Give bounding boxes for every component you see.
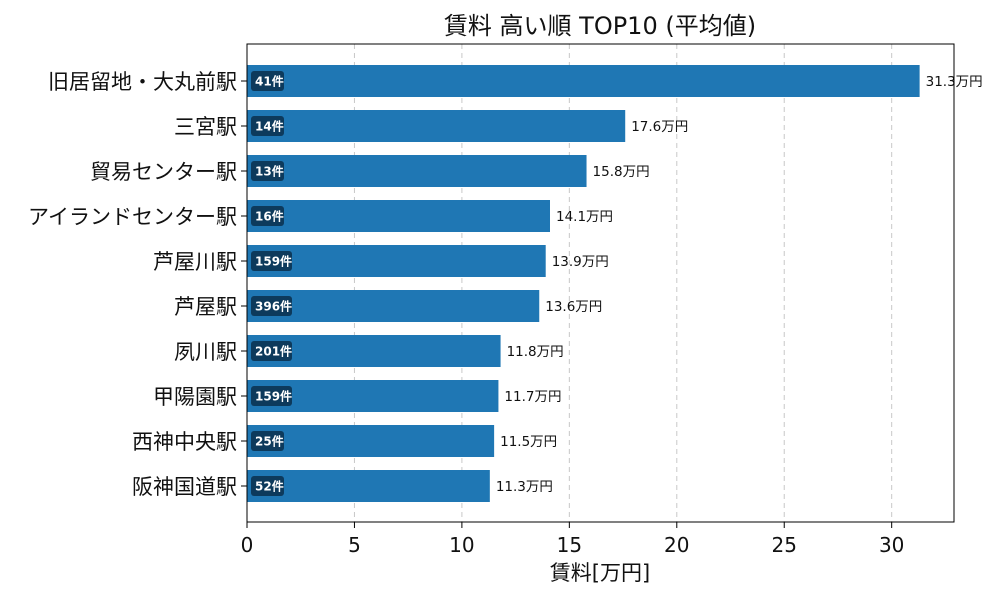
count-badge bbox=[251, 116, 284, 136]
count-label: 13件 bbox=[255, 164, 284, 179]
x-tick-label: 20 bbox=[664, 533, 689, 557]
x-axis-label: 賃料[万円] bbox=[550, 561, 650, 585]
count-label: 396件 bbox=[255, 299, 292, 314]
category-label: 貿易センター駅 bbox=[90, 160, 237, 184]
count-badge bbox=[251, 386, 292, 406]
bar bbox=[247, 470, 490, 502]
category-label: アイランドセンター駅 bbox=[28, 205, 237, 229]
x-tick-label: 10 bbox=[449, 533, 474, 557]
count-label: 25件 bbox=[255, 434, 284, 449]
value-label: 11.8万円 bbox=[507, 344, 564, 360]
count-badge bbox=[251, 431, 284, 451]
x-tick-label: 15 bbox=[557, 533, 582, 557]
count-badge bbox=[251, 71, 284, 91]
bar bbox=[247, 110, 626, 142]
value-label: 11.5万円 bbox=[500, 434, 557, 450]
count-label: 41件 bbox=[255, 74, 284, 89]
x-tick-label: 25 bbox=[772, 533, 797, 557]
category-label: 甲陽園駅 bbox=[153, 385, 237, 409]
category-label: 三宮駅 bbox=[174, 115, 237, 139]
count-badge bbox=[251, 161, 284, 181]
count-badge bbox=[251, 251, 292, 271]
value-label: 11.3万円 bbox=[496, 479, 553, 495]
value-label: 11.7万円 bbox=[504, 389, 561, 405]
count-badge bbox=[251, 341, 292, 361]
value-label: 14.1万円 bbox=[556, 209, 613, 225]
bar bbox=[247, 290, 540, 322]
count-badge bbox=[251, 206, 284, 226]
x-axis: 0 5 10 15 20 25 30 bbox=[241, 522, 904, 557]
bar bbox=[247, 65, 920, 97]
bar bbox=[247, 155, 587, 187]
chart-title: 賃料 高い順 TOP10 (平均値) bbox=[444, 12, 756, 40]
y-axis-categories: 旧居留地・大丸前駅三宮駅貿易センター駅アイランドセンター駅芦屋川駅芦屋駅夙川駅甲… bbox=[28, 70, 247, 499]
count-label: 52件 bbox=[255, 479, 284, 494]
x-tick-label: 0 bbox=[241, 533, 254, 557]
bar bbox=[247, 245, 546, 277]
bar bbox=[247, 425, 495, 457]
count-label: 159件 bbox=[255, 254, 292, 269]
category-label: 西神中央駅 bbox=[132, 430, 237, 454]
value-label: 13.6万円 bbox=[545, 299, 602, 315]
count-label: 16件 bbox=[255, 209, 284, 224]
count-label: 159件 bbox=[255, 389, 292, 404]
count-badge bbox=[251, 296, 292, 316]
category-label: 夙川駅 bbox=[174, 340, 237, 364]
category-label: 旧居留地・大丸前駅 bbox=[48, 70, 237, 94]
x-tick-label: 5 bbox=[348, 533, 361, 557]
plot-frame bbox=[246, 43, 955, 523]
value-label: 15.8万円 bbox=[593, 164, 650, 180]
category-label: 芦屋川駅 bbox=[153, 250, 237, 274]
count-label: 14件 bbox=[255, 119, 284, 134]
bar bbox=[247, 200, 550, 232]
count-badge bbox=[251, 476, 284, 496]
count-label: 201件 bbox=[255, 344, 292, 359]
value-label: 13.9万円 bbox=[552, 254, 609, 270]
category-label: 阪神国道駅 bbox=[132, 475, 237, 499]
value-label: 17.6万円 bbox=[631, 119, 688, 135]
x-tick-label: 30 bbox=[879, 533, 904, 557]
category-label: 芦屋駅 bbox=[174, 295, 237, 319]
